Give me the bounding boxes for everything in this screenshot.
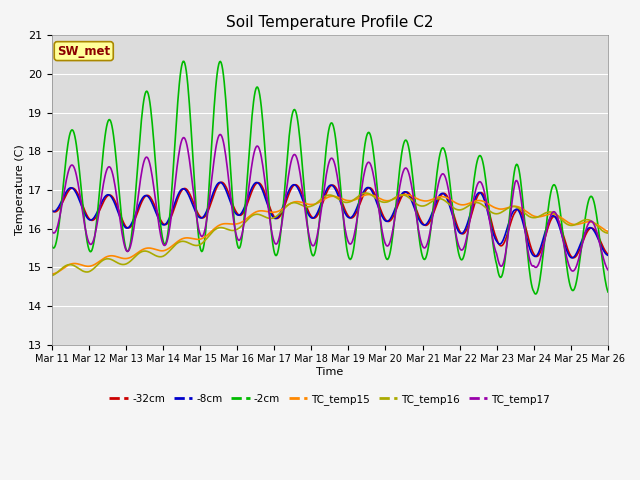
- TC_temp16: [115, 261, 123, 266]
- -32cm: [172, 203, 179, 208]
- Line: TC_temp16: TC_temp16: [52, 193, 608, 276]
- TC_temp15: [604, 228, 612, 234]
- -8cm: [398, 191, 406, 196]
- -32cm: [415, 212, 422, 218]
- TC_temp16: [415, 202, 422, 208]
- -2cm: [202, 229, 209, 235]
- -32cm: [604, 252, 612, 257]
- TC_temp16: [362, 190, 370, 196]
- -8cm: [415, 216, 422, 221]
- Line: -32cm: -32cm: [52, 182, 608, 258]
- -2cm: [48, 242, 56, 248]
- TC_temp15: [115, 254, 123, 260]
- Y-axis label: Temperature (C): Temperature (C): [15, 144, 25, 235]
- -32cm: [570, 255, 577, 261]
- TC_temp15: [365, 192, 372, 197]
- -8cm: [58, 198, 65, 204]
- TC_temp17: [115, 210, 123, 216]
- TC_temp15: [58, 267, 65, 273]
- Line: -2cm: -2cm: [52, 61, 608, 294]
- -8cm: [172, 198, 179, 204]
- -32cm: [115, 208, 123, 214]
- -8cm: [604, 252, 612, 258]
- TC_temp15: [172, 240, 179, 246]
- Line: -8cm: -8cm: [52, 182, 608, 258]
- -8cm: [48, 208, 56, 214]
- TC_temp15: [201, 234, 209, 240]
- -2cm: [58, 198, 65, 204]
- TC_temp16: [604, 230, 612, 236]
- TC_temp16: [172, 242, 179, 248]
- TC_temp16: [398, 192, 406, 198]
- -8cm: [568, 255, 576, 261]
- -2cm: [531, 291, 539, 297]
- TC_temp17: [398, 172, 406, 178]
- TC_temp15: [415, 196, 422, 202]
- -8cm: [115, 212, 123, 217]
- TC_temp17: [201, 227, 209, 233]
- -2cm: [115, 187, 123, 193]
- -8cm: [201, 212, 209, 217]
- -32cm: [398, 193, 406, 199]
- -32cm: [48, 207, 56, 213]
- Title: Soil Temperature Profile C2: Soil Temperature Profile C2: [226, 15, 433, 30]
- -2cm: [172, 132, 179, 138]
- TC_temp16: [48, 273, 56, 278]
- TC_temp17: [568, 268, 576, 274]
- -32cm: [218, 180, 226, 185]
- Text: SW_met: SW_met: [57, 45, 110, 58]
- TC_temp17: [604, 267, 612, 273]
- TC_temp15: [398, 192, 406, 198]
- TC_temp17: [415, 227, 422, 232]
- -2cm: [415, 229, 422, 235]
- -2cm: [179, 59, 187, 64]
- TC_temp17: [172, 178, 179, 183]
- Line: TC_temp17: TC_temp17: [52, 134, 608, 271]
- TC_temp16: [58, 266, 65, 272]
- TC_temp15: [48, 271, 56, 277]
- Line: TC_temp15: TC_temp15: [52, 194, 608, 274]
- -2cm: [604, 289, 612, 295]
- -2cm: [398, 148, 406, 154]
- -8cm: [216, 180, 224, 185]
- X-axis label: Time: Time: [316, 367, 344, 377]
- TC_temp17: [48, 228, 56, 234]
- TC_temp17: [216, 132, 224, 137]
- Legend: -32cm, -8cm, -2cm, TC_temp15, TC_temp16, TC_temp17: -32cm, -8cm, -2cm, TC_temp15, TC_temp16,…: [105, 390, 554, 409]
- TC_temp17: [58, 204, 65, 209]
- -32cm: [201, 214, 209, 219]
- TC_temp16: [201, 238, 209, 243]
- -32cm: [58, 201, 65, 207]
